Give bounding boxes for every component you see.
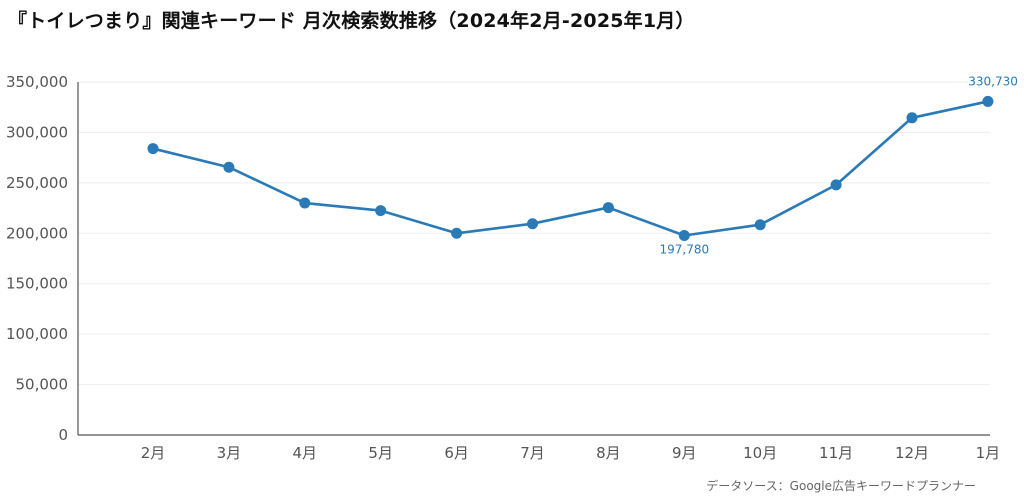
data-point — [223, 161, 235, 173]
x-tick-label: 11月 — [819, 444, 853, 462]
x-tick-label: 8月 — [596, 444, 621, 462]
data-source-note: データソース：Google広告キーワードプランナー — [706, 479, 976, 493]
y-tick-label: 200,000 — [6, 224, 68, 242]
series-line-path — [152, 100, 989, 237]
data-point — [375, 205, 387, 217]
x-tick-label: 9月 — [672, 444, 697, 462]
data-label: 197,780 — [659, 243, 709, 257]
x-axis-ticks: 2月 3月 4月 5月 6月 7月 8月 9月 10月 11月 12月 1月 — [141, 444, 1000, 462]
data-point — [830, 179, 842, 191]
series-line — [147, 95, 994, 242]
axes — [77, 82, 990, 436]
y-tick-label: 100,000 — [6, 325, 68, 343]
y-tick-label: 150,000 — [6, 275, 68, 293]
data-point — [602, 202, 614, 214]
x-tick-label: 4月 — [293, 444, 318, 462]
x-tick-label: 3月 — [217, 444, 242, 462]
x-tick-label: 12月 — [895, 444, 929, 462]
x-tick-label: 6月 — [444, 444, 469, 462]
data-point — [982, 95, 994, 107]
data-labels: 197,780 330,730 — [659, 74, 1017, 256]
data-point — [451, 227, 463, 239]
data-point — [754, 219, 766, 231]
y-tick-label: 350,000 — [6, 73, 68, 91]
y-tick-label: 250,000 — [6, 174, 68, 192]
data-point — [299, 197, 311, 209]
data-point — [147, 143, 159, 155]
x-tick-label: 1月 — [976, 444, 1001, 462]
x-tick-label: 10月 — [743, 444, 777, 462]
y-tick-label: 0 — [58, 426, 68, 444]
x-tick-label: 5月 — [368, 444, 393, 462]
y-tick-label: 50,000 — [16, 376, 69, 394]
data-point — [527, 218, 538, 230]
data-label: 330,730 — [968, 74, 1018, 88]
data-point — [678, 230, 690, 242]
y-tick-label: 300,000 — [6, 123, 68, 141]
chart-title: 『トイレつまり』関連キーワード 月次検索数推移（2024年2月-2025年1月） — [8, 10, 695, 32]
x-tick-label: 2月 — [141, 444, 166, 462]
y-axis-ticks: 0 50,000 100,000 150,000 200,000 250,000 300,0… — [6, 73, 68, 444]
gridlines — [78, 81, 990, 386]
x-tick-label: 7月 — [520, 444, 545, 462]
data-point — [906, 112, 918, 124]
